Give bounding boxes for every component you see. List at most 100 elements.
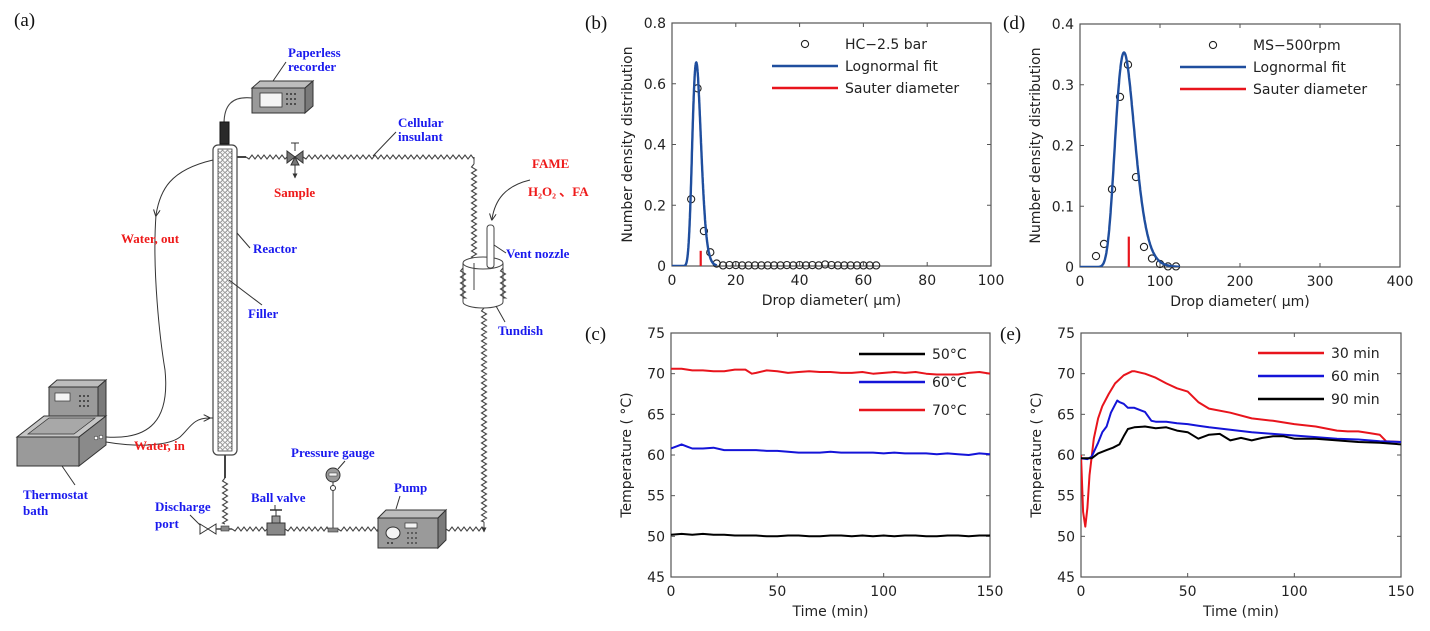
label-tundish: Tundish (498, 323, 544, 338)
pressure-gauge-icon (325, 467, 341, 533)
y-tick-label: 0.3 (1052, 78, 1074, 94)
data-point (808, 260, 817, 270)
y-tick-label: 70 (647, 367, 665, 383)
x-tick-label: 100 (1281, 584, 1308, 600)
x-tick-label: 100 (870, 584, 897, 600)
label-water-out: Water, out (121, 231, 180, 246)
label-reactor: Reactor (253, 241, 297, 256)
y-tick-label: 0 (1065, 260, 1074, 276)
y-tick-label: 0 (657, 259, 666, 275)
label-ball-valve: Ball valve (251, 490, 306, 505)
data-point (1115, 92, 1125, 102)
label-discharge-port-2: port (155, 516, 180, 531)
data-point (801, 261, 811, 270)
label-fame: FAME (532, 156, 569, 171)
data-point (757, 261, 766, 270)
data-point (744, 261, 753, 270)
legend-label: 60 min (1331, 369, 1380, 385)
legend-label: 50°C (932, 347, 967, 363)
label-paperless-recorder-1: Paperless (288, 45, 341, 60)
y-tick-label: 0.2 (644, 198, 666, 214)
sample-valve-icon (286, 142, 304, 179)
panel-letter-d: (d) (1003, 13, 1025, 34)
ball-valve-icon (266, 509, 286, 536)
y-tick-label: 45 (1057, 570, 1075, 586)
label-sample: Sample (274, 185, 315, 200)
paperless-recorder-icon (250, 79, 315, 115)
y-axis-label: Number density distribution (1028, 47, 1044, 243)
series-line (671, 367, 990, 376)
series-line (671, 443, 990, 456)
y-tick-label: 0.2 (1052, 139, 1074, 155)
data-point (859, 261, 868, 270)
plot-area (670, 332, 991, 578)
plot-area (671, 22, 992, 267)
series-line (1081, 370, 1401, 528)
legend-label: Lognormal fit (845, 59, 938, 75)
panel-letter-b: (b) (585, 13, 607, 34)
label-pump: Pump (394, 480, 427, 495)
data-point (852, 261, 862, 270)
y-tick-label: 50 (647, 529, 665, 545)
y-tick-label: 0.4 (644, 138, 666, 154)
y-tick-label: 55 (647, 489, 665, 505)
y-tick-label: 60 (647, 448, 665, 464)
pump-icon (376, 508, 448, 550)
label-discharge-port-1: Discharge (155, 499, 211, 514)
series-line (1081, 399, 1401, 461)
x-tick-label: 20 (727, 273, 745, 289)
lognormal-fit-line (672, 61, 718, 266)
legend-label: 60°C (932, 375, 967, 391)
panel-letter-c: (c) (585, 324, 606, 345)
data-point (731, 260, 740, 270)
y-axis-label: Temperature ( °C) (1029, 392, 1045, 518)
data-point (872, 261, 881, 270)
data-point (827, 260, 836, 270)
legend-label: 30 min (1331, 346, 1380, 362)
x-tick-label: 300 (1307, 274, 1334, 290)
x-tick-label: 200 (1227, 274, 1254, 290)
chart-b: 0 20 40 60 80 100 0 0.2 0.4 0.6 0.8 Drop diameter( … (620, 16, 1004, 309)
y-tick-label: 0.8 (644, 16, 666, 32)
y-tick-label: 65 (1057, 407, 1075, 423)
legend-label: MS−500rpm (1253, 38, 1341, 54)
data-point (814, 261, 823, 270)
data-point (846, 261, 855, 270)
x-tick-label: 80 (918, 273, 936, 289)
y-tick-label: 45 (647, 570, 665, 586)
x-tick-label: 50 (768, 584, 786, 600)
data-point (699, 226, 709, 236)
x-axis-label: Drop diameter( μm) (762, 293, 902, 309)
reactor-icon (212, 121, 246, 478)
panel-letter-a: (a) (14, 10, 35, 31)
data-point (725, 260, 734, 270)
y-tick-label: 55 (1057, 489, 1075, 505)
legend-marker (1208, 40, 1218, 50)
tundish-icon (459, 224, 508, 309)
data-point (1139, 242, 1149, 252)
label-thermostat-bath-2: bath (23, 503, 49, 518)
data-point (769, 261, 779, 270)
chart-e: 0 50 100 150 45 50 55 60 65 70 75 Time (min) Tempera… (1029, 326, 1414, 620)
y-tick-label: 75 (647, 326, 665, 342)
y-tick-label: 0.1 (1052, 199, 1074, 215)
data-point (795, 260, 804, 270)
label-h2o2-fa: H₂O₂ 、FA (528, 184, 589, 199)
lognormal-fit-line (1080, 51, 1180, 267)
x-tick-label: 60 (854, 273, 872, 289)
label-thermostat-bath-1: Thermostat (23, 487, 89, 502)
y-tick-label: 65 (647, 407, 665, 423)
y-tick-label: 0.4 (1052, 17, 1074, 33)
legend-label: Sauter diameter (1253, 82, 1367, 98)
series-line (1081, 425, 1401, 460)
chart-c: 0 50 100 150 45 50 55 60 65 70 75 Time (min) Tempera… (619, 326, 1003, 620)
label-cellular-insulant-2: insulant (398, 129, 443, 144)
label-vent-nozzle: Vent nozzle (506, 246, 570, 261)
x-tick-label: 0 (667, 584, 676, 600)
x-tick-label: 40 (791, 273, 809, 289)
data-point (782, 260, 791, 270)
legend-label: HC−2.5 bar (845, 37, 927, 53)
data-point (865, 261, 874, 270)
data-point (718, 261, 728, 270)
